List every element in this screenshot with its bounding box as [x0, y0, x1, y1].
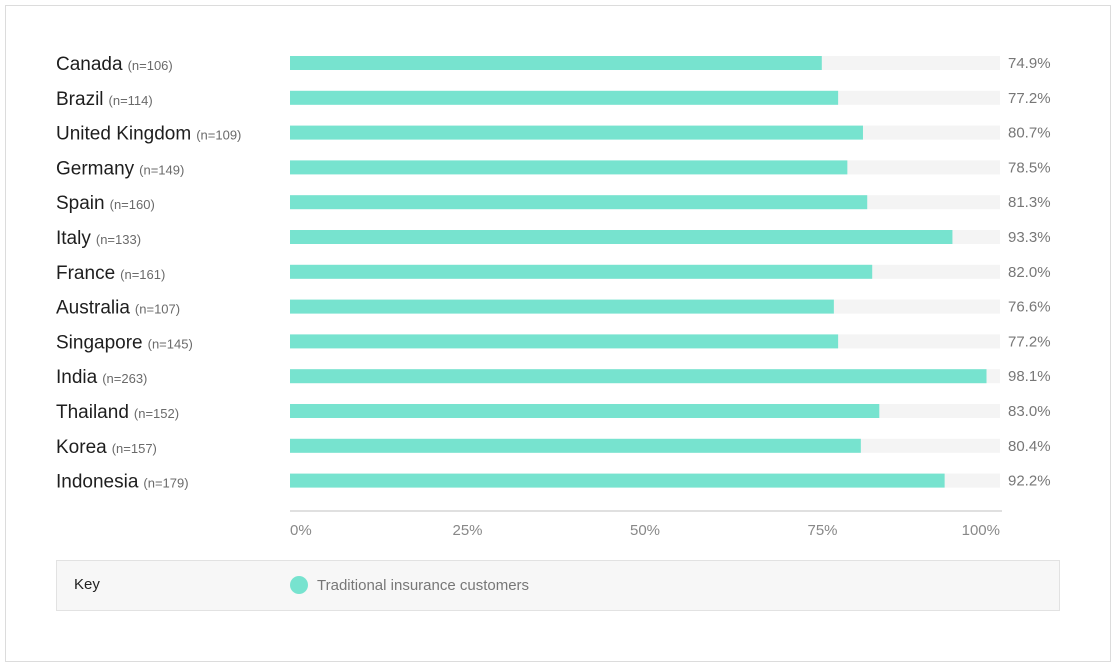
legend: Key Traditional insurance customers	[56, 560, 1060, 611]
category-label: Korea (n=157)	[56, 437, 157, 458]
data-label: 77.2%	[1008, 333, 1051, 350]
x-tick-label: 100%	[962, 522, 1000, 539]
legend-series-label: Traditional insurance customers	[317, 576, 530, 594]
data-label: 98.1%	[1008, 368, 1051, 385]
data-label: 77.2%	[1008, 90, 1051, 107]
sample-size-label: (n=133)	[96, 232, 141, 247]
sample-size-label: (n=160)	[110, 197, 155, 212]
sample-size-label: (n=157)	[112, 441, 157, 456]
bar	[290, 90, 839, 105]
x-tick-label: 50%	[630, 522, 660, 539]
category-label: Thailand (n=152)	[56, 402, 179, 423]
bar	[290, 160, 848, 175]
category-label: Canada (n=106)	[56, 54, 173, 75]
category-label: Spain (n=160)	[56, 193, 155, 214]
data-label: 78.5%	[1008, 159, 1051, 176]
sample-size-label: (n=145)	[148, 336, 193, 351]
sample-size-label: (n=106)	[128, 58, 173, 73]
data-label: 82.0%	[1008, 264, 1051, 281]
data-label: 81.3%	[1008, 194, 1051, 211]
data-label: 83.0%	[1008, 403, 1051, 420]
bar	[290, 438, 861, 453]
sample-size-label: (n=179)	[143, 476, 188, 491]
category-label: Brazil (n=114)	[56, 89, 153, 110]
bar	[290, 299, 834, 314]
chart-frame	[5, 5, 1111, 662]
category-label: United Kingdom (n=109)	[56, 124, 241, 145]
category-label: France (n=161)	[56, 263, 165, 284]
bar	[290, 404, 880, 418]
bar	[290, 264, 873, 279]
category-label: Germany (n=149)	[56, 158, 184, 179]
category-label: Singapore (n=145)	[56, 332, 193, 353]
sample-size-label: (n=109)	[196, 128, 241, 143]
category-label: Australia (n=107)	[56, 298, 180, 319]
x-tick-label: 75%	[807, 522, 837, 539]
sample-size-label: (n=149)	[139, 162, 184, 177]
category-label: Italy (n=133)	[56, 228, 141, 249]
sample-size-label: (n=152)	[134, 406, 179, 421]
bar	[290, 195, 868, 210]
data-label: 80.7%	[1008, 125, 1051, 142]
bar	[290, 230, 953, 244]
bar	[290, 369, 987, 384]
category-label: India (n=263)	[56, 367, 147, 388]
legend-swatch	[290, 576, 308, 594]
data-label: 92.2%	[1008, 473, 1051, 490]
data-label: 80.4%	[1008, 438, 1051, 455]
bar	[290, 334, 839, 349]
sample-size-label: (n=114)	[109, 93, 153, 108]
legend-key-label: Key	[74, 576, 100, 593]
data-label: 74.9%	[1008, 55, 1051, 72]
bar	[290, 56, 822, 70]
data-label: 76.6%	[1008, 299, 1051, 316]
sample-size-label: (n=161)	[120, 267, 165, 282]
legend-item: Traditional insurance customers	[290, 576, 529, 594]
x-tick-label: 25%	[452, 522, 482, 539]
bar	[290, 125, 863, 140]
sample-size-label: (n=263)	[102, 371, 147, 386]
bar	[290, 473, 945, 488]
sample-size-label: (n=107)	[135, 302, 180, 317]
x-tick-label: 0%	[290, 522, 312, 539]
category-label: Indonesia (n=179)	[56, 472, 189, 493]
data-label: 93.3%	[1008, 229, 1051, 246]
